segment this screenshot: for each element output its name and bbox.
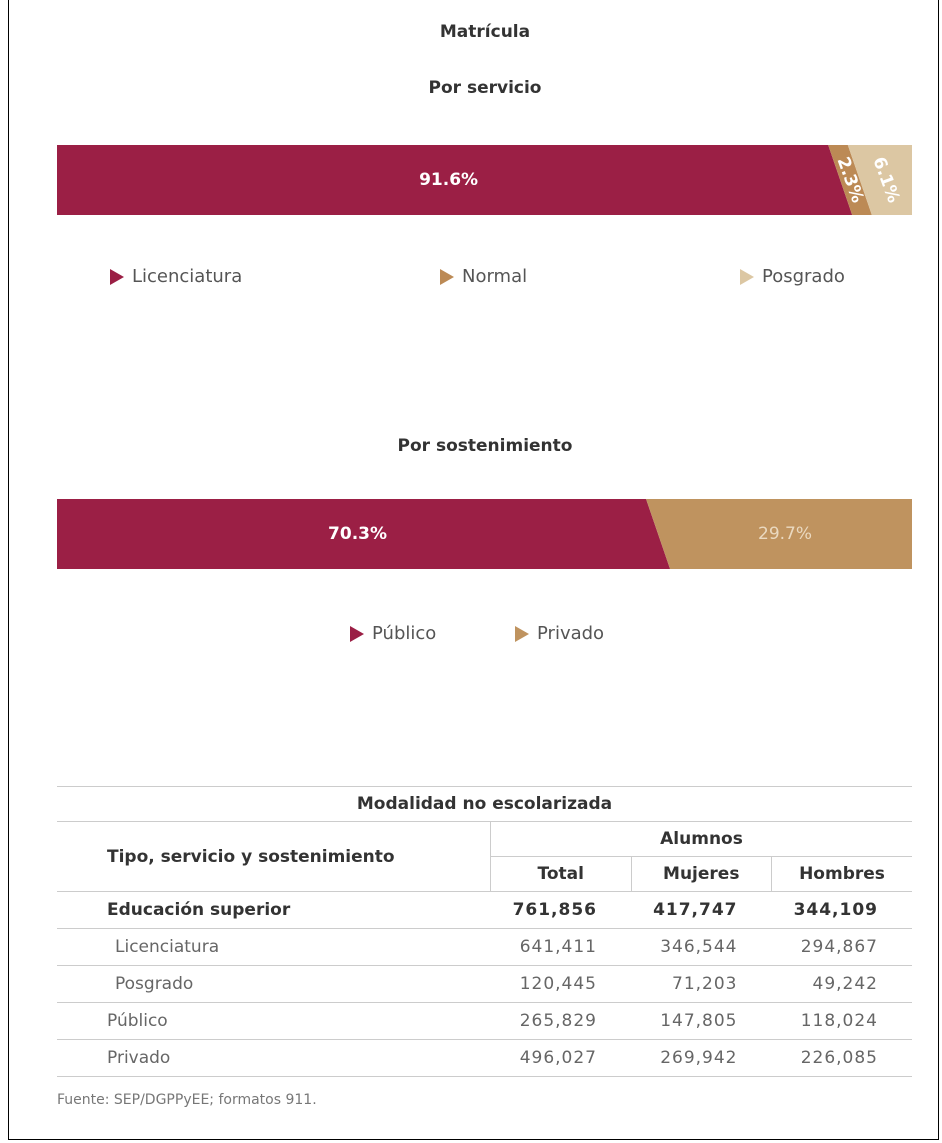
data-label: 70.3% <box>328 524 387 544</box>
chart-title: Por sostenimiento <box>398 436 573 456</box>
group-header: Alumnos <box>490 821 912 857</box>
chart-title: Por servicio <box>429 78 542 98</box>
page-title: Matrícula <box>439 22 531 42</box>
cell: 346,544 <box>631 928 772 966</box>
chart: Por servicio91.6%Licenciatura2.3%Normal6… <box>57 78 912 287</box>
cell: 269,942 <box>631 1039 772 1077</box>
column-header: Mujeres <box>630 856 772 892</box>
column-header: Hombres <box>771 856 912 892</box>
bar-segment <box>57 145 853 215</box>
source-note: Fuente: SEP/DGPPyEE; formatos 911. <box>57 1092 317 1108</box>
bar-segment <box>646 499 912 569</box>
cell: 417,747 <box>631 891 772 929</box>
bar-segment <box>847 145 912 215</box>
cell: 147,805 <box>631 1002 772 1040</box>
cell: 761,856 <box>490 891 631 929</box>
cell: 496,027 <box>490 1039 631 1077</box>
row-label: Educación superior <box>57 891 491 929</box>
row-label: Posgrado <box>57 965 491 1003</box>
legend-label: Licenciatura <box>132 266 242 287</box>
legend-label: Privado <box>537 623 604 644</box>
table-row: Público 265,829 147,805 118,024 <box>57 1002 912 1040</box>
cell: 49,242 <box>771 965 912 1003</box>
frame <box>8 0 939 1140</box>
chart: Por sostenimiento 70.3% Público 29.7% Privad… <box>57 436 912 644</box>
legend-label: Público <box>372 623 436 644</box>
cell: 344,109 <box>771 891 912 929</box>
table-row: Licenciatura 641,411 346,544 294,867 <box>57 928 912 966</box>
legend-marker <box>740 269 754 285</box>
legend-label: Normal <box>462 266 527 287</box>
cell: 641,411 <box>490 928 631 966</box>
legend-marker <box>350 626 364 642</box>
table-title: Modalidad no escolarizada <box>57 786 912 822</box>
bar-segment <box>828 145 872 215</box>
row-label: Privado <box>57 1039 491 1077</box>
table-row: Posgrado 120,445 71,203 49,242 <box>57 965 912 1003</box>
column-header: Total <box>490 856 631 892</box>
table-row: Privado 496,027 269,942 226,085 <box>57 1039 912 1077</box>
cell: 265,829 <box>490 1002 631 1040</box>
row-header: Tipo, servicio y sostenimiento <box>57 821 491 892</box>
cell: 226,085 <box>771 1039 912 1077</box>
cell: 294,867 <box>771 928 912 966</box>
data-table: Modalidad no escolarizada Tipo, servicio… <box>57 786 912 1077</box>
cell: 71,203 <box>631 965 772 1003</box>
cell: 120,445 <box>490 965 631 1003</box>
data-label: 29.7% <box>758 524 812 544</box>
bar-segment <box>57 499 671 569</box>
cell: 118,024 <box>771 1002 912 1040</box>
legend-marker <box>515 626 529 642</box>
row-label: Licenciatura <box>57 928 491 966</box>
legend-marker <box>110 269 124 285</box>
table-row: Educación superior 761,856 417,747 344,109 <box>57 891 912 929</box>
legend-marker <box>440 269 454 285</box>
row-label: Público <box>57 1002 491 1040</box>
data-label: 91.6% <box>419 170 478 190</box>
legend-label: Posgrado <box>762 266 845 287</box>
